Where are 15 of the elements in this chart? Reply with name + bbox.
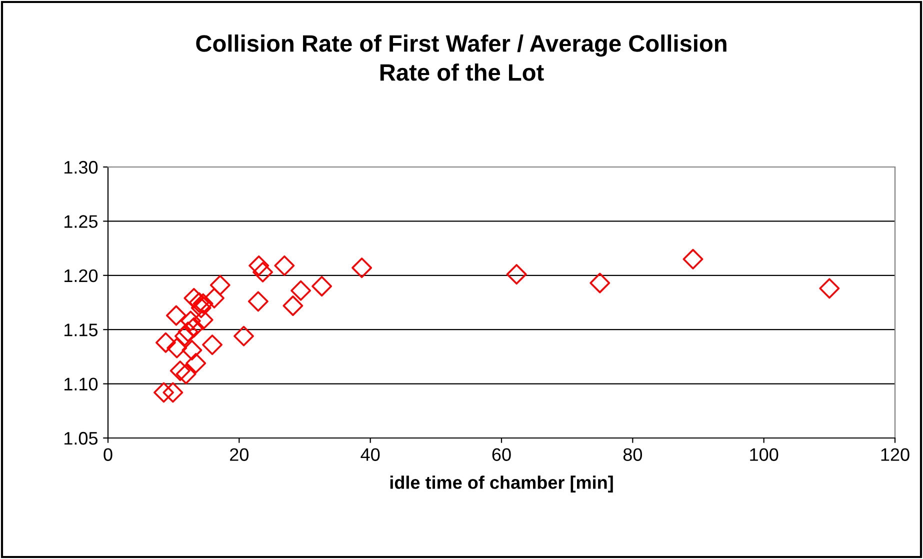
x-tick-label: 20 [230,448,249,461]
x-tick-label: 80 [623,448,642,461]
x-axis-title: idle time of chamber [min] [390,476,613,492]
y-tick-label: 1.15 [64,324,98,336]
x-tick-label: 120 [881,448,910,461]
x-tick-label: 40 [360,448,380,461]
x-tick-label: 60 [492,448,511,461]
y-tick-label: 1.25 [64,215,98,228]
chart-title: Collision Rate of First Wafer / Average Collision Rate of the Lot [196,34,726,81]
x-tick-label: 0 [104,448,112,461]
x-tick-label: 100 [750,448,778,461]
y-tick-label: 1.05 [64,432,98,445]
y-tick-label: 1.30 [64,160,98,174]
y-tick-label: 1.10 [64,378,98,391]
y-tick-label: 1.20 [64,269,98,282]
